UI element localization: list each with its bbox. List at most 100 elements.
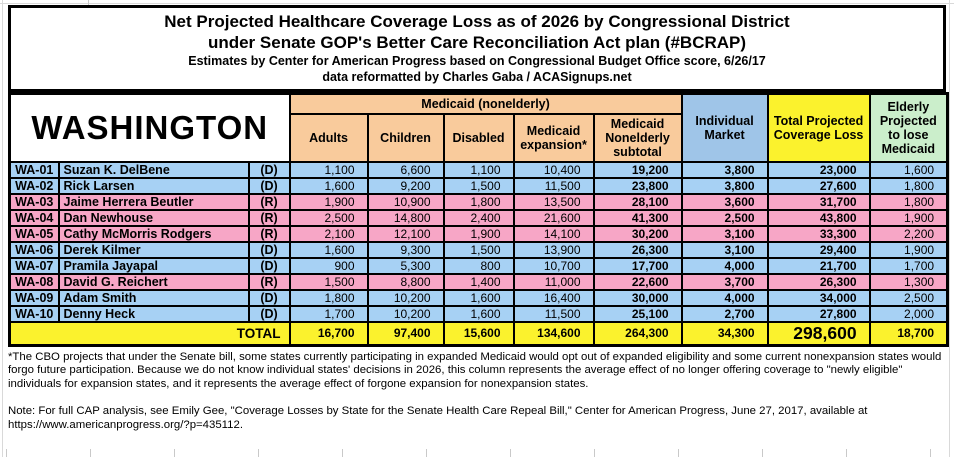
gridline xyxy=(0,3,954,4)
medicaid-subtotal-cell: 25,100 xyxy=(592,304,683,323)
district-row: WA-03 Jaime Herrera Beutler (R) 1,900 10… xyxy=(8,192,949,211)
total-disabled: 15,600 xyxy=(442,320,515,346)
gridline xyxy=(6,449,7,457)
gridline xyxy=(174,449,175,457)
medicaid-expansion-cell: 13,900 xyxy=(512,240,595,259)
total-expansion: 134,600 xyxy=(512,320,595,346)
party-cell: (D) xyxy=(247,304,291,323)
children-cell: 6,600 xyxy=(366,160,445,179)
col-header-medicaid-expansion: Medicaid expansion* xyxy=(512,112,595,163)
medicaid-expansion-cell: 13,500 xyxy=(512,192,595,211)
elderly-medicaid-cell: 1,600 xyxy=(868,160,949,179)
district-cell: WA-09 xyxy=(8,288,60,307)
district-cell: WA-02 xyxy=(8,176,60,195)
party-cell: (D) xyxy=(247,240,291,259)
representative-name-cell: Derek Kilmer xyxy=(57,240,250,259)
district-row: WA-02 Rick Larsen (D) 1,600 9,200 1,500 … xyxy=(8,176,949,195)
medicaid-subtotal-cell: 26,300 xyxy=(592,240,683,259)
disabled-cell: 1,400 xyxy=(442,272,515,291)
district-cell: WA-04 xyxy=(8,208,60,227)
individual-market-cell: 4,000 xyxy=(680,288,769,307)
district-row: WA-04 Dan Newhouse (R) 2,500 14,800 2,40… xyxy=(8,208,949,227)
disabled-cell: 1,900 xyxy=(442,224,515,243)
individual-market-cell: 3,100 xyxy=(680,224,769,243)
children-cell: 10,200 xyxy=(366,288,445,307)
district-cell: WA-10 xyxy=(8,304,60,323)
medicaid-subtotal-cell: 28,100 xyxy=(592,192,683,211)
total-coverage-loss-cell: 34,000 xyxy=(766,288,871,307)
total-coverage-loss-cell: 27,800 xyxy=(766,304,871,323)
medicaid-subtotal-cell: 17,700 xyxy=(592,256,683,275)
total-coverage-loss-cell: 33,300 xyxy=(766,224,871,243)
representative-name-cell: Dan Newhouse xyxy=(57,208,250,227)
total-row: TOTAL 16,700 97,400 15,600 134,600 264,3… xyxy=(8,320,949,346)
title-box: Net Projected Healthcare Coverage Loss a… xyxy=(8,5,946,92)
district-row: WA-05 Cathy McMorris Rodgers (R) 2,100 1… xyxy=(8,224,949,243)
medicaid-subtotal-cell: 22,600 xyxy=(592,272,683,291)
medicaid-expansion-cell: 14,100 xyxy=(512,224,595,243)
gridline xyxy=(594,449,595,457)
individual-market-cell: 3,800 xyxy=(680,176,769,195)
adults-cell: 2,100 xyxy=(288,224,369,243)
total-coverage-loss-cell: 26,300 xyxy=(766,272,871,291)
elderly-medicaid-cell: 1,800 xyxy=(868,192,949,211)
district-cell: WA-06 xyxy=(8,240,60,259)
individual-market-cell: 3,600 xyxy=(680,192,769,211)
disabled-cell: 2,400 xyxy=(442,208,515,227)
col-header-children: Children xyxy=(366,112,445,163)
medicaid-expansion-cell: 16,400 xyxy=(512,288,595,307)
total-adults: 16,700 xyxy=(288,320,369,346)
col-header-individual-market: Individual Market xyxy=(680,92,769,163)
children-cell: 14,800 xyxy=(366,208,445,227)
col-header-medicaid-subtotal: Medicaid Nonelderly subtotal xyxy=(592,112,683,163)
children-cell: 10,200 xyxy=(366,304,445,323)
individual-market-cell: 2,700 xyxy=(680,304,769,323)
total-children: 97,400 xyxy=(366,320,445,346)
district-cell: WA-01 xyxy=(8,160,60,179)
medicaid-subtotal-cell: 23,800 xyxy=(592,176,683,195)
medicaid-expansion-cell: 21,600 xyxy=(512,208,595,227)
grand-total-coverage-loss: 298,600 xyxy=(766,320,871,346)
adults-cell: 1,700 xyxy=(288,304,369,323)
total-coverage-loss-cell: 29,400 xyxy=(766,240,871,259)
col-header-adults: Adults xyxy=(288,112,369,163)
district-cell: WA-07 xyxy=(8,256,60,275)
representative-name-cell: Denny Heck xyxy=(57,304,250,323)
children-cell: 5,300 xyxy=(366,256,445,275)
elderly-medicaid-cell: 2,500 xyxy=(868,288,949,307)
expansion-footnote: *The CBO projects that under the Senate … xyxy=(8,350,942,390)
total-coverage-loss-cell: 43,800 xyxy=(766,208,871,227)
disabled-cell: 1,600 xyxy=(442,304,515,323)
adults-cell: 2,500 xyxy=(288,208,369,227)
representative-name-cell: Suzan K. DelBene xyxy=(57,160,250,179)
adults-cell: 1,800 xyxy=(288,288,369,307)
party-cell: (D) xyxy=(247,176,291,195)
gridline xyxy=(88,0,89,5)
title-subline-1: Estimates by Center for American Progres… xyxy=(188,54,766,68)
representative-name-cell: Rick Larsen xyxy=(57,176,250,195)
gridline xyxy=(949,0,950,457)
district-row: WA-10 Denny Heck (D) 1,700 10,200 1,600 … xyxy=(8,304,949,323)
disabled-cell: 1,800 xyxy=(442,192,515,211)
children-cell: 9,300 xyxy=(366,240,445,259)
elderly-medicaid-cell: 2,200 xyxy=(868,224,949,243)
adults-cell: 1,600 xyxy=(288,176,369,195)
medicaid-expansion-cell: 11,500 xyxy=(512,176,595,195)
party-cell: (D) xyxy=(247,160,291,179)
total-coverage-loss-cell: 21,700 xyxy=(766,256,871,275)
district-cell: WA-05 xyxy=(8,224,60,243)
party-cell: (D) xyxy=(247,288,291,307)
elderly-medicaid-cell: 1,900 xyxy=(868,240,949,259)
col-header-disabled: Disabled xyxy=(442,112,515,163)
gridline xyxy=(2,0,3,457)
representative-name-cell: Cathy McMorris Rodgers xyxy=(57,224,250,243)
total-coverage-loss-cell: 27,600 xyxy=(766,176,871,195)
medicaid-subtotal-cell: 30,200 xyxy=(592,224,683,243)
party-cell: (D) xyxy=(247,256,291,275)
district-row: WA-07 Pramila Jayapal (D) 900 5,300 800 … xyxy=(8,256,949,275)
district-cell: WA-03 xyxy=(8,192,60,211)
party-cell: (R) xyxy=(247,192,291,211)
total-coverage-loss-cell: 23,000 xyxy=(766,160,871,179)
representative-name-cell: Jaime Herrera Beutler xyxy=(57,192,250,211)
